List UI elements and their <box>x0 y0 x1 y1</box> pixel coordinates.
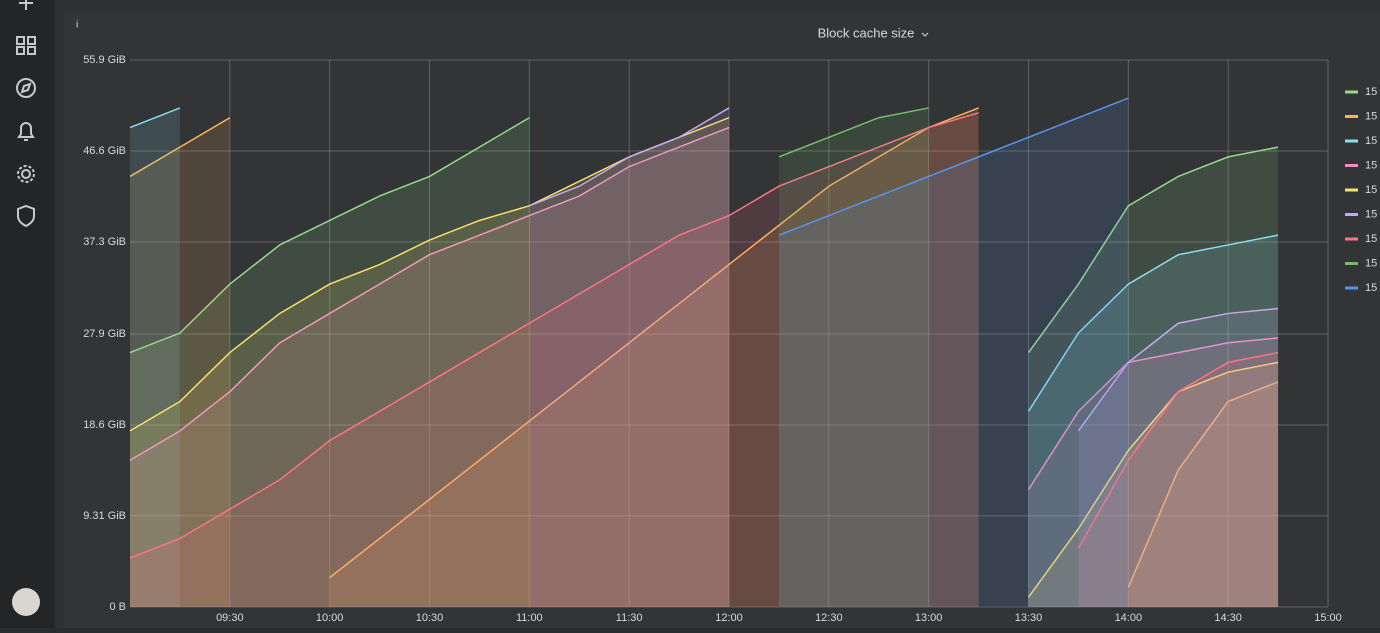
legend-label[interactable]: 15 <box>1365 282 1377 294</box>
x-tick-label: 10:30 <box>416 612 444 624</box>
x-tick-label: 12:00 <box>715 612 743 624</box>
x-tick-label: 13:30 <box>1015 612 1043 624</box>
y-tick-label: 55.9 GiB <box>83 54 126 66</box>
panel <box>64 12 1380 628</box>
series-line <box>129 117 1279 354</box>
panel-title[interactable]: Block cache size <box>818 25 915 40</box>
explore-icon[interactable] <box>16 78 36 98</box>
x-tick-label: 10:00 <box>316 612 344 624</box>
area-fill <box>529 107 729 607</box>
x-tick-label: 14:00 <box>1115 612 1143 624</box>
area-fill <box>1028 147 1279 607</box>
alerting-icon[interactable] <box>17 122 35 141</box>
area-fill <box>778 107 929 607</box>
y-tick-label: 18.6 GiB <box>83 419 126 431</box>
legend-label[interactable]: 15 <box>1365 110 1377 122</box>
area-fill <box>1078 308 1279 607</box>
series-line <box>129 107 1279 588</box>
add-icon[interactable] <box>19 0 33 10</box>
legend-label[interactable]: 15 <box>1365 233 1377 245</box>
x-tick-label: 11:30 <box>616 612 643 624</box>
area-fill <box>778 98 1129 608</box>
settings-icon[interactable] <box>17 165 35 183</box>
area-fill <box>1128 381 1279 607</box>
shield-icon[interactable] <box>17 204 35 228</box>
series-line <box>129 107 1279 412</box>
legend-label[interactable]: 15 <box>1365 135 1377 147</box>
user-avatar[interactable] <box>12 588 40 616</box>
x-tick-label: 11:00 <box>516 612 543 624</box>
dashboards-icon[interactable] <box>16 36 36 55</box>
area-fill <box>1028 362 1279 607</box>
area-fill <box>1028 337 1279 607</box>
y-tick-label: 0 B <box>109 601 126 613</box>
legend-label[interactable]: 15 <box>1365 159 1377 171</box>
x-tick-label: 12:30 <box>815 612 843 624</box>
panel-info-icon[interactable]: i <box>76 20 78 31</box>
title-chevron[interactable] <box>921 32 929 37</box>
legend-label[interactable]: 15 <box>1365 257 1377 269</box>
y-tick-label: 9.31 GiB <box>83 510 126 522</box>
x-tick-label: 09:30 <box>216 612 244 624</box>
area-fill <box>130 112 979 607</box>
y-tick-label: 37.3 GiB <box>83 236 126 248</box>
y-tick-label: 27.9 GiB <box>83 328 126 340</box>
series-line <box>778 107 929 158</box>
area-fill <box>130 117 729 607</box>
area-fill <box>130 117 230 607</box>
area-fill <box>130 127 729 607</box>
series-line <box>129 112 1279 559</box>
legend-label[interactable]: 15 <box>1365 184 1377 196</box>
y-tick-label: 46.6 GiB <box>83 145 126 157</box>
sidebar <box>0 0 55 628</box>
area-fill <box>329 107 979 607</box>
area-fill <box>1078 352 1279 607</box>
legend-label[interactable]: 15 <box>1365 208 1377 220</box>
legend-label[interactable]: 15 <box>1365 86 1377 98</box>
series-line <box>778 97 1129 236</box>
x-tick-label: 15:00 <box>1314 612 1342 624</box>
area-fill <box>130 107 180 607</box>
series-line <box>529 107 1279 432</box>
x-tick-label: 14:30 <box>1214 612 1242 624</box>
x-tick-label: 13:00 <box>915 612 943 624</box>
series-line <box>129 126 1279 490</box>
